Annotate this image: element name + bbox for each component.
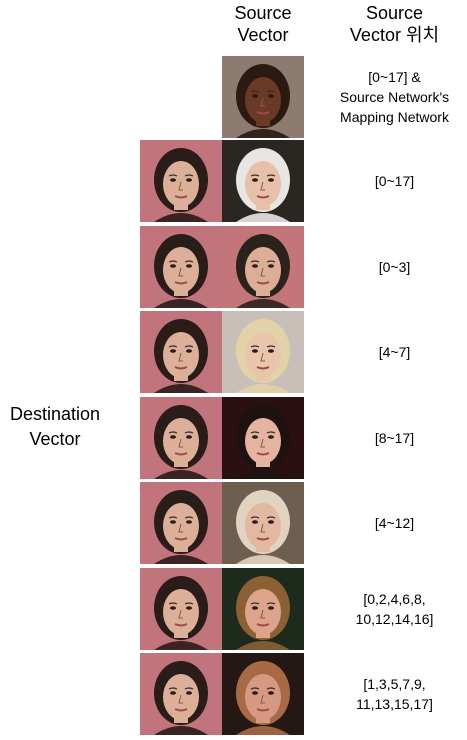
destination-label-line2: Vector [29,429,81,449]
destination-vector-label: Destination Vector [2,402,108,452]
header-position-line2: Vector 위치 [349,25,440,45]
position-label-1-line-1: [0~17] [374,173,415,189]
source-face-2 [222,226,304,308]
destination-face-5 [140,482,222,564]
source-face-image-7 [222,653,304,735]
position-label-6: [0,2,4,6,8, 10,12,14,16] [322,589,467,629]
header-position-line1: Source [365,3,424,23]
destination-face-6 [140,568,222,650]
position-label-3: [4~7] [322,342,467,362]
position-label-top: [0~17] & Source Network's Mapping Network [322,67,467,127]
destination-face-image-5 [140,482,222,564]
position-label-4: [8~17] [322,428,467,448]
destination-face-image-6 [140,568,222,650]
destination-face-7 [140,653,222,735]
destination-face-3 [140,311,222,393]
source-face-image-3 [222,311,304,393]
position-label-top-line-1: [0~17] & [368,69,421,85]
position-label-7-line-2: 11,13,15,17] [356,696,433,712]
position-label-4-line-1: [8~17] [374,430,415,446]
destination-face-4 [140,397,222,479]
destination-face-2 [140,226,222,308]
destination-face-image-7 [140,653,222,735]
destination-label-line1: Destination [9,404,101,424]
source-face-image-5 [222,482,304,564]
source-face-top [222,56,304,138]
position-label-5-line-1: [4~12] [374,515,415,531]
destination-face-image-3 [140,311,222,393]
source-face-1 [222,140,304,222]
position-label-top-line-3: Mapping Network [340,109,449,125]
source-face-6 [222,568,304,650]
position-label-5: [4~12] [322,513,467,533]
position-label-7-line-1: [1,3,5,7,9, [363,676,426,692]
position-label-7: [1,3,5,7,9, 11,13,15,17] [322,674,467,714]
source-face-3 [222,311,304,393]
source-face-image-6 [222,568,304,650]
header-source-vector: Source Vector [222,2,304,46]
position-label-2: [0~3] [322,257,467,277]
position-label-6-line-1: [0,2,4,6,8, [363,591,426,607]
source-face-5 [222,482,304,564]
position-label-6-line-2: 10,12,14,16] [355,611,434,627]
destination-face-image-2 [140,226,222,308]
source-face-7 [222,653,304,735]
source-face-top-image [222,56,304,138]
source-face-image-1 [222,140,304,222]
position-label-3-line-1: [4~7] [378,344,411,360]
position-label-1: [0~17] [322,171,467,191]
header-source-line2: Vector [237,25,289,45]
position-label-2-line-1: [0~3] [378,259,411,275]
destination-face-image-4 [140,397,222,479]
position-label-top-line-2: Source Network's [339,89,450,105]
source-face-image-4 [222,397,304,479]
header-source-vector-position: Source Vector 위치 [322,2,467,46]
source-face-image-2 [222,226,304,308]
destination-face-image-1 [140,140,222,222]
destination-face-1 [140,140,222,222]
header-source-line1: Source [234,3,292,23]
source-face-4 [222,397,304,479]
